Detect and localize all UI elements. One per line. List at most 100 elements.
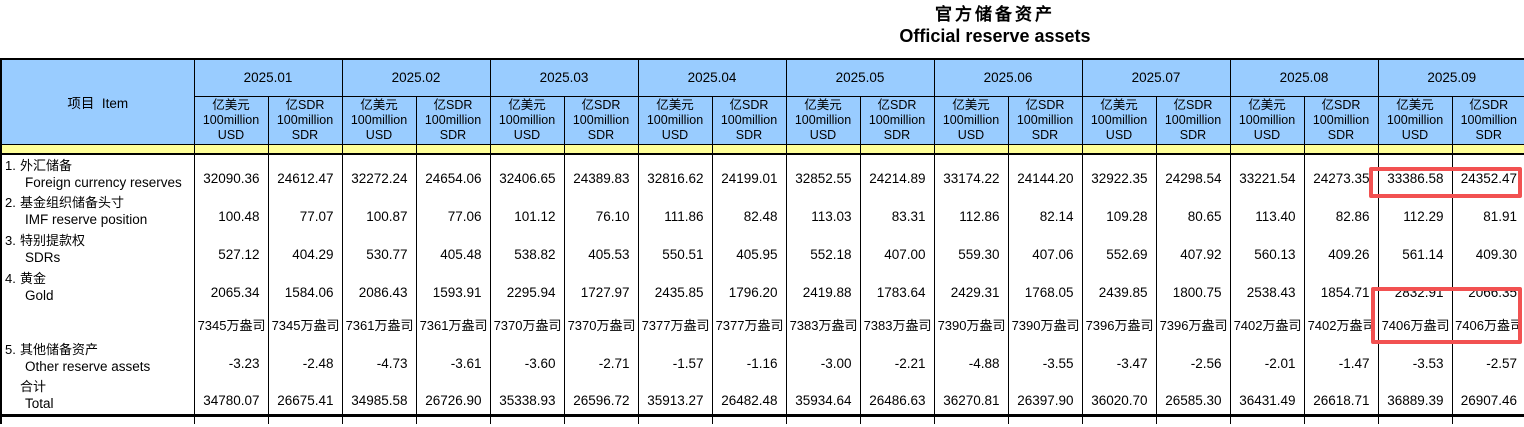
value-cell: 32090.36 [193,154,269,192]
table-row: 7345万盎司 7345万盎司 7361万盎司 7361万盎司 7370万盎司 7370万… [0,306,1524,339]
unit-header-sdr: 亿SDR 100million SDR [1007,95,1083,145]
yellow-separator-cell [489,143,565,155]
item-label: 2. 基金组织储备头寸 IMF reserve position [0,192,195,230]
unit-header-usd: 亿美元 100million USD [1081,95,1157,145]
value-cell: 34780.07 [193,377,269,417]
value-cell: -3.55 [1007,339,1083,377]
value-cell: 77.07 [267,192,343,230]
unit-header-sdr: 亿SDR 100million SDR [563,95,639,145]
month-header: 2025.01 [193,58,343,97]
item-name-en: IMF reserve position [25,212,148,227]
yellow-separator-cell [1007,143,1083,155]
value-cell: 33386.58 [1377,154,1453,192]
yellow-separator-row [0,143,1524,155]
value-cell: -4.73 [341,339,417,377]
value-cell: 36889.39 [1377,377,1453,417]
yellow-separator-cell [563,143,639,155]
value-cell: 26675.41 [267,377,343,417]
value-cell: 26596.72 [563,377,639,417]
value-cell: 407.92 [1155,230,1231,268]
page-title: 官方储备资产 Official reserve assets [745,4,1245,47]
unit-header-usd: 亿美元 100million USD [341,95,417,145]
value-cell: 32852.55 [785,154,861,192]
yellow-separator-cell [415,143,491,155]
reserve-assets-table: 项目 Item 2025.01 2025.02 2025.03 2025.04 2025… [0,58,1524,424]
gold-ounces-cell: 7390万盎司 [933,306,1009,339]
value-cell: 2538.43 [1229,268,1305,306]
value-cell: 32406.65 [489,154,565,192]
item-column-header: 项目 Item [0,58,195,145]
unit-header-usd: 亿美元 100million USD [489,95,565,145]
value-cell: 36020.70 [1081,377,1157,417]
yellow-separator-cell [637,143,713,155]
item-label: 5. 其他储备资产 Other reserve assets [0,339,195,377]
value-cell: 407.06 [1007,230,1083,268]
value-cell: 101.12 [489,192,565,230]
value-cell: 2295.94 [489,268,565,306]
value-cell: 24298.54 [1155,154,1231,192]
unit-header-usd: 亿美元 100million USD [637,95,713,145]
value-cell: 26482.48 [711,377,787,417]
value-cell: 560.13 [1229,230,1305,268]
value-cell: 35913.27 [637,377,713,417]
unit-header-sdr: 亿SDR 100million SDR [1303,95,1379,145]
value-cell: 405.53 [563,230,639,268]
value-cell: 113.03 [785,192,861,230]
gold-ounces-cell: 7402万盎司 [1303,306,1379,339]
item-name-en: Total [25,396,54,412]
yellow-separator-cell [1081,143,1157,155]
item-label: 合计 Total [0,377,195,417]
month-header: 2025.05 [785,58,935,97]
yellow-separator-cell [785,143,861,155]
value-cell: 552.69 [1081,230,1157,268]
month-header: 2025.08 [1229,58,1379,97]
value-cell: 26907.46 [1451,377,1524,417]
value-cell: -3.61 [415,339,491,377]
value-cell: 2439.85 [1081,268,1157,306]
value-cell: 1796.20 [711,268,787,306]
value-cell: 100.48 [193,192,269,230]
value-cell: 26486.63 [859,377,935,417]
yellow-separator-cell [1229,143,1305,155]
unit-header-sdr: 亿SDR 100million SDR [1451,95,1524,145]
unit-header-usd: 亿美元 100million USD [1377,95,1453,145]
value-cell: 112.86 [933,192,1009,230]
yellow-separator-cell [711,143,787,155]
yellow-separator-cell [1155,143,1231,155]
value-cell: 2086.43 [341,268,417,306]
value-cell: 26726.90 [415,377,491,417]
value-cell: 405.95 [711,230,787,268]
value-cell: 561.14 [1377,230,1453,268]
value-cell: 1584.06 [267,268,343,306]
value-cell: 404.29 [267,230,343,268]
value-cell: 82.48 [711,192,787,230]
gold-ounces-cell: 7345万盎司 [267,306,343,339]
value-cell: 409.30 [1451,230,1524,268]
value-cell: 530.77 [341,230,417,268]
value-cell: 34985.58 [341,377,417,417]
value-cell: 24654.06 [415,154,491,192]
gold-ounces-cell: 7345万盎司 [193,306,269,339]
value-cell: 26585.30 [1155,377,1231,417]
yellow-separator-cell [1377,143,1453,155]
value-cell: -3.47 [1081,339,1157,377]
item-name-en: Foreign currency reserves [25,174,182,190]
gold-ounces-cell: 7383万盎司 [785,306,861,339]
gold-ounces-cell: 7390万盎司 [1007,306,1083,339]
value-cell: 552.18 [785,230,861,268]
unit-header-usd: 亿美元 100million USD [933,95,1009,145]
value-cell: 77.06 [415,192,491,230]
value-cell: 24144.20 [1007,154,1083,192]
value-cell: 113.40 [1229,192,1305,230]
gold-ounces-cell: 7406万盎司 [1377,306,1453,339]
value-cell: 83.31 [859,192,935,230]
value-cell: 24273.35 [1303,154,1379,192]
value-cell: 109.28 [1081,192,1157,230]
item-number: 3. [5,233,16,248]
value-cell: 550.51 [637,230,713,268]
gold-ounces-cell: 7402万盎司 [1229,306,1305,339]
unit-header-usd: 亿美元 100million USD [1229,95,1305,145]
units-row: 亿美元 100million USD 亿SDR 100million SDR 亿美元… [1,95,1524,145]
value-cell: 2065.34 [193,268,269,306]
item-name-en: SDRs [25,250,61,265]
